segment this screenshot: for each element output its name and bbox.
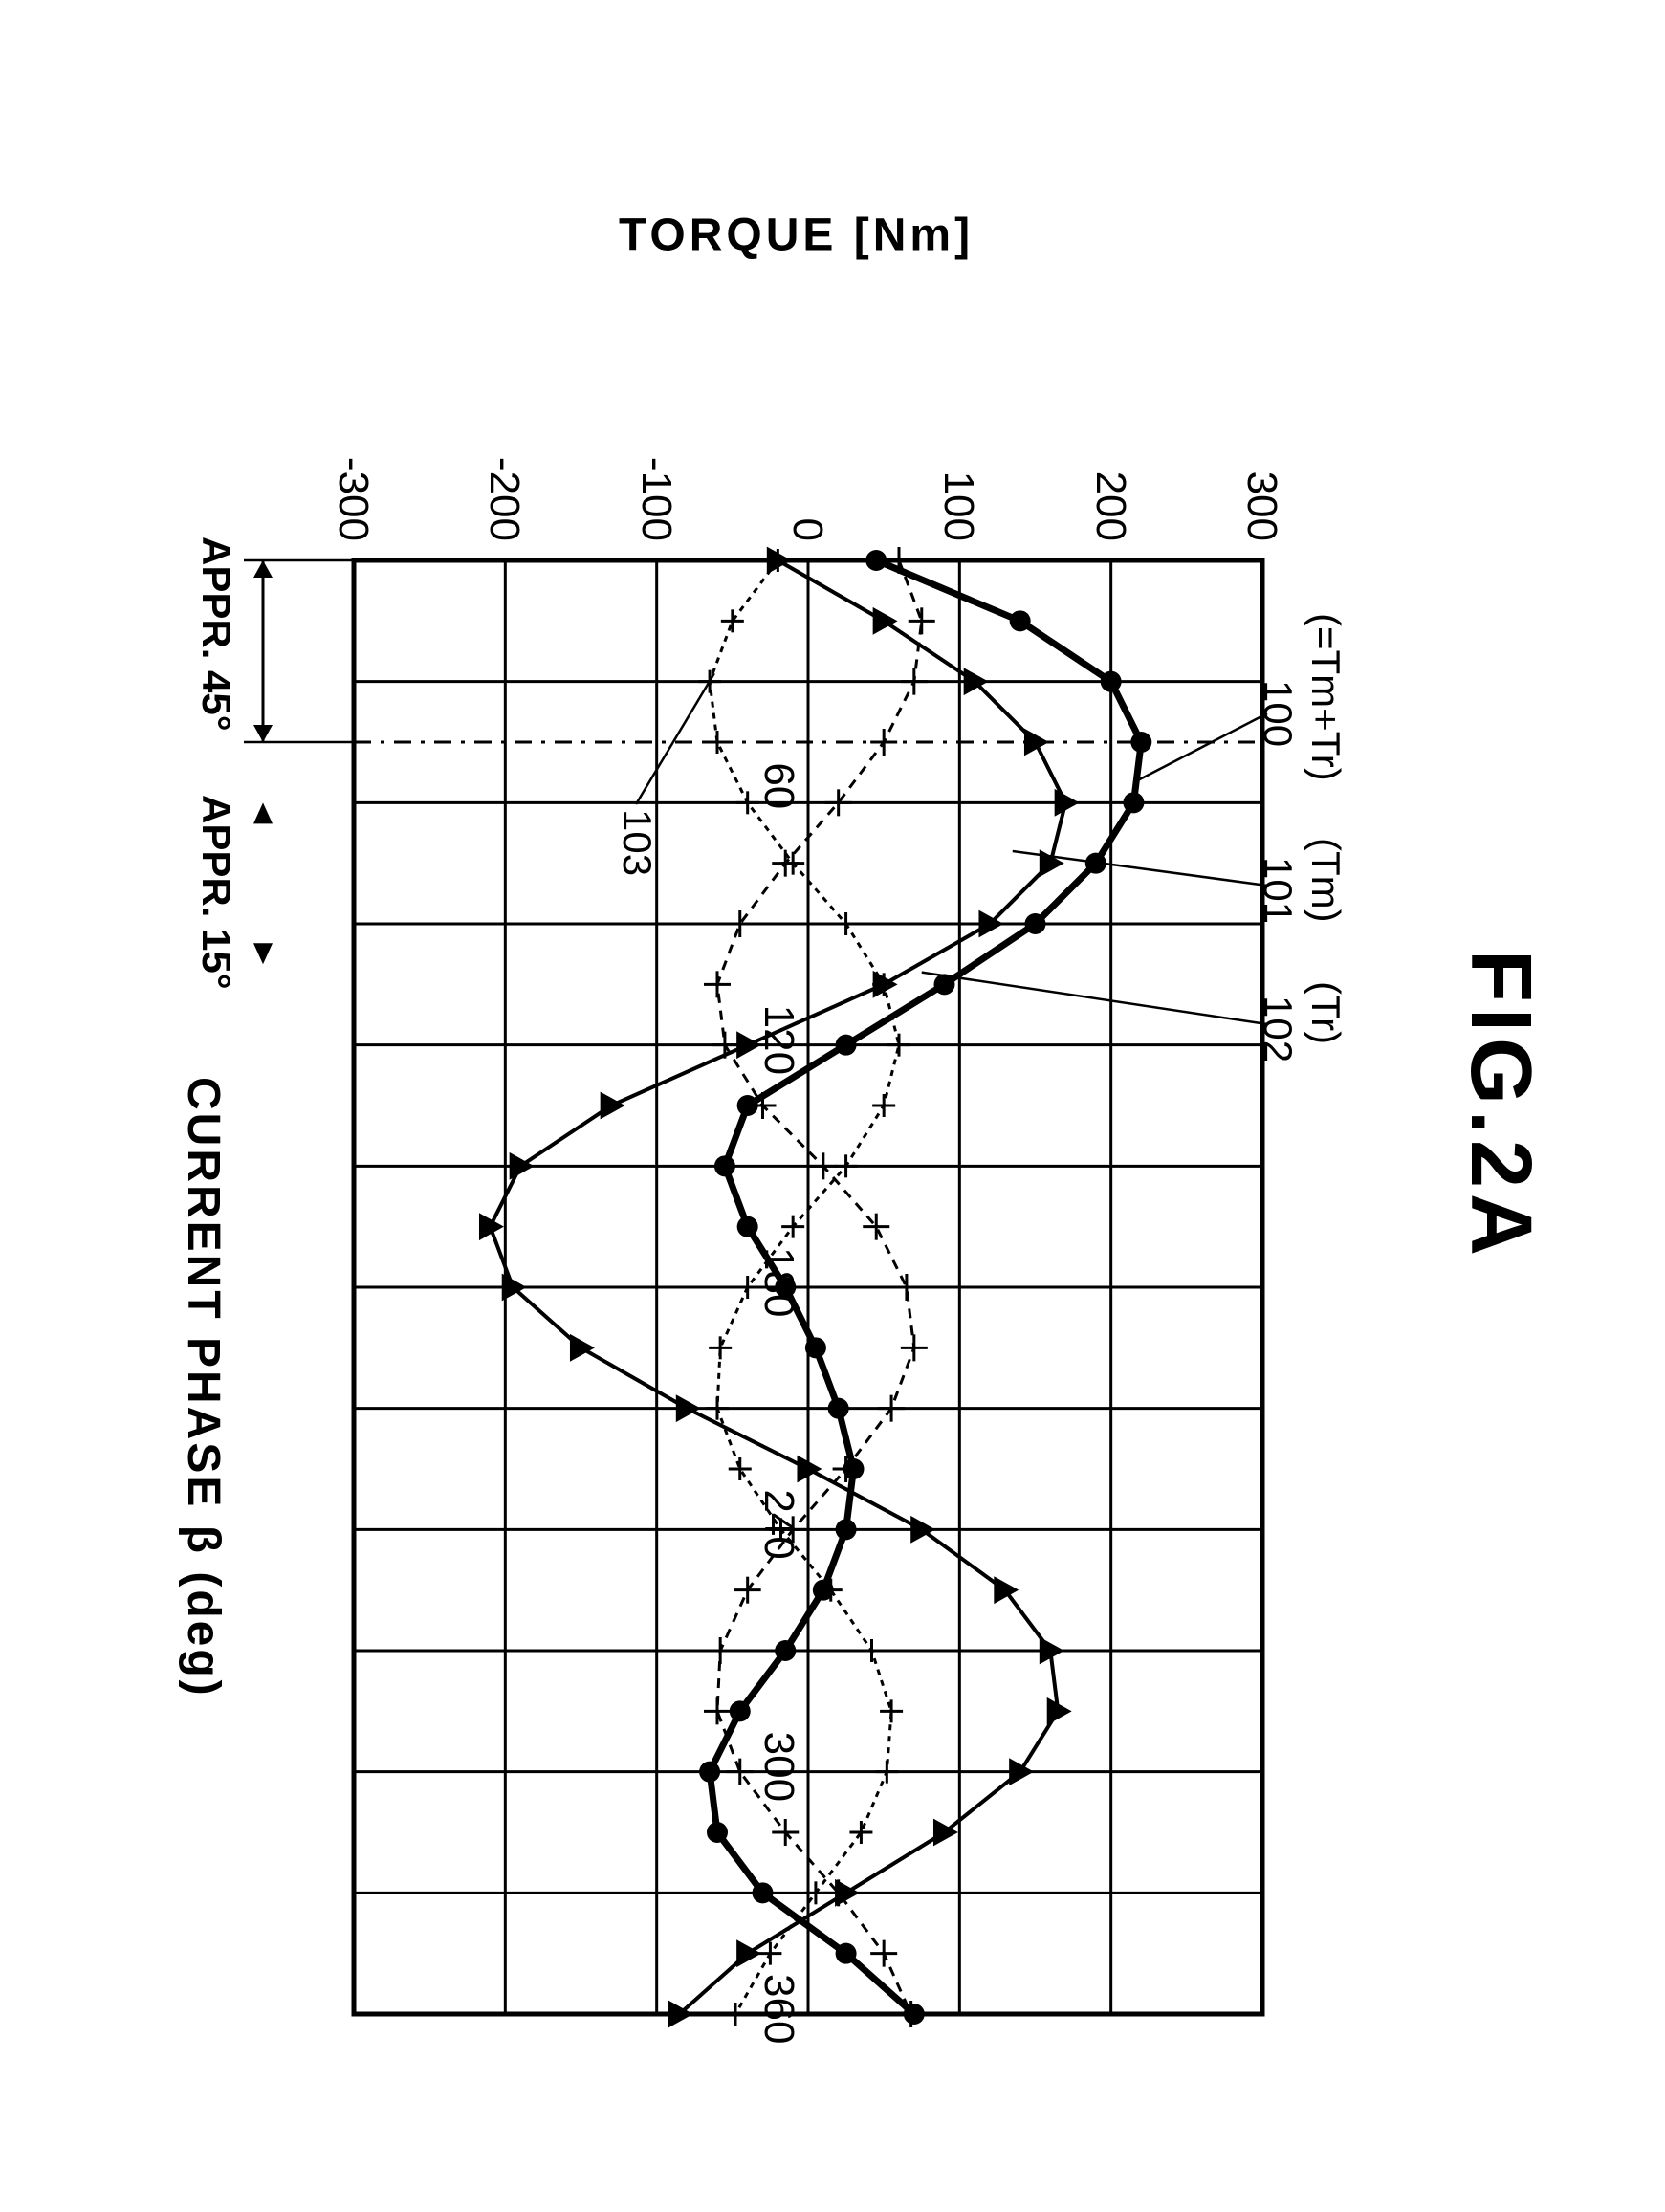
x-tick-label: 300 xyxy=(755,1732,802,1802)
y-tick-label: -200 xyxy=(480,431,528,541)
chart-svg xyxy=(115,101,1549,2110)
y-tick-label: 200 xyxy=(1086,431,1134,541)
figure-page: FIG.2A (=Tm+Tr) (Tm) (Tr) 100 101 102 -3… xyxy=(115,101,1549,2110)
rotated-page-container: FIG.2A (=Tm+Tr) (Tm) (Tr) 100 101 102 -3… xyxy=(115,101,1549,2110)
appr-45-label: APPR. 45° xyxy=(193,537,239,732)
x-tick-label: 120 xyxy=(755,1005,802,1075)
y-tick-label: -300 xyxy=(329,431,377,541)
x-tick-label: 360 xyxy=(755,1974,802,2044)
y-tick-label: -100 xyxy=(632,431,680,541)
appr-15-label: APPR. 15° xyxy=(193,795,239,990)
x-tick-label: 240 xyxy=(755,1489,802,1559)
label-num-103: 103 xyxy=(614,809,660,876)
x-tick-label: 60 xyxy=(755,762,802,809)
y-tick-label: 0 xyxy=(783,431,831,541)
x-axis-label: CURRENT PHASE β (deg) xyxy=(177,1077,230,1698)
x-tick-label: 180 xyxy=(755,1247,802,1317)
y-tick-label: 100 xyxy=(934,431,982,541)
y-axis-label: TORQUE [Nm] xyxy=(605,209,988,262)
y-tick-label: 300 xyxy=(1238,431,1285,541)
